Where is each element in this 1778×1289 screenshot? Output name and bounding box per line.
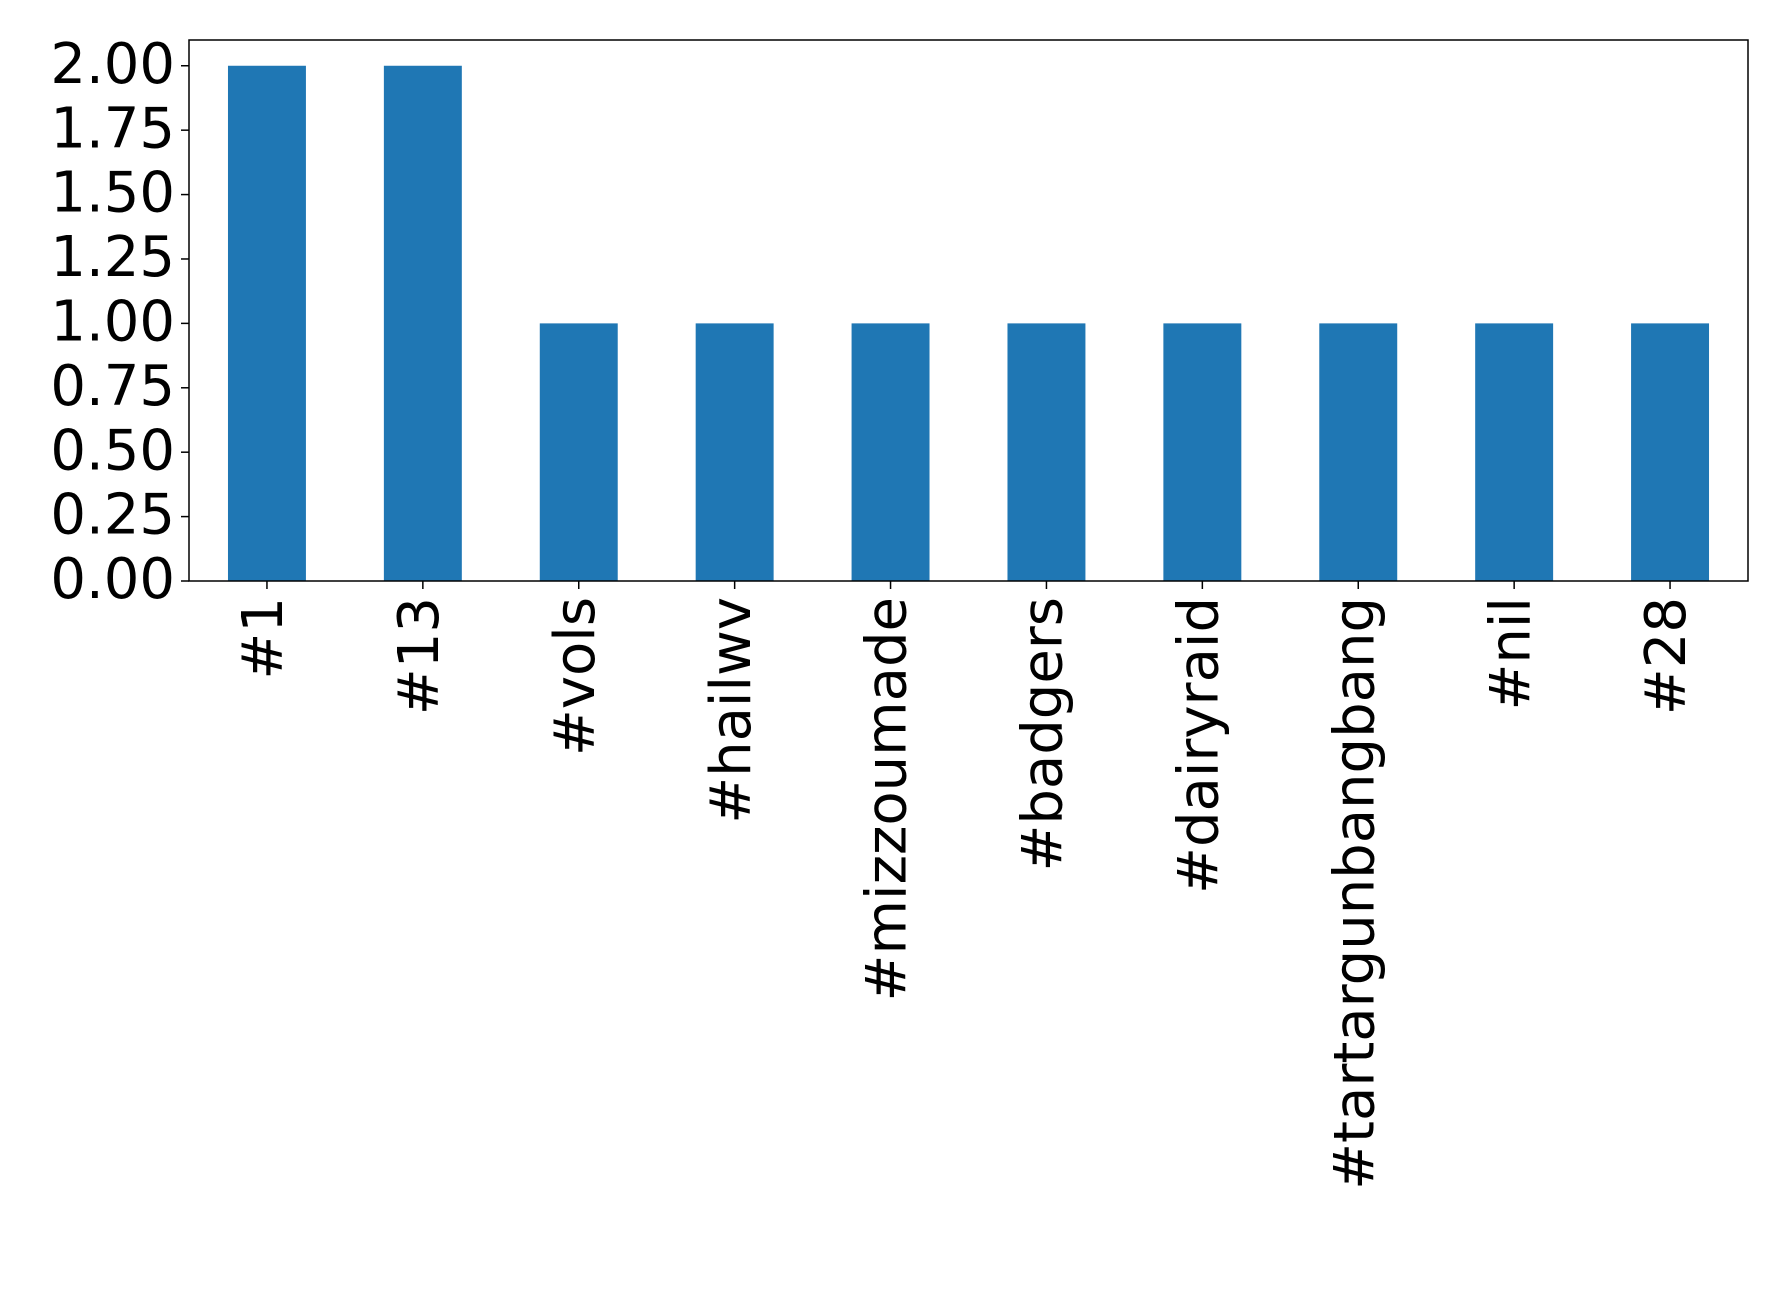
x-tick-label: #28 <box>1634 597 1699 715</box>
x-tick-label: #badgers <box>1011 597 1076 872</box>
x-tick-label: #1 <box>231 597 296 680</box>
y-tick-label: 0.50 <box>50 418 175 483</box>
x-tick-label: #hailwv <box>699 597 764 824</box>
bar <box>1007 323 1086 581</box>
x-tick-label: #dairyraid <box>1166 597 1231 894</box>
bar <box>227 65 306 581</box>
y-tick-label: 1.75 <box>50 96 175 161</box>
bar <box>1163 323 1242 581</box>
plot-frame <box>188 39 1749 582</box>
bar <box>1319 323 1398 581</box>
bar <box>851 323 930 581</box>
y-tick-label: 0.00 <box>50 547 175 612</box>
bar <box>695 323 774 581</box>
y-tick-label: 0.75 <box>50 354 175 419</box>
x-tick-label: #vols <box>543 597 608 756</box>
y-tick-label: 0.25 <box>50 483 175 548</box>
bar <box>539 323 618 581</box>
bar <box>383 65 462 581</box>
y-tick-label: 1.25 <box>50 225 175 290</box>
x-tick-label: #mizzoumade <box>855 597 920 1001</box>
x-tick-label: #nil <box>1478 597 1543 711</box>
x-tick-label: #13 <box>387 597 452 715</box>
y-tick-label: 2.00 <box>50 32 175 97</box>
bar <box>1475 323 1554 581</box>
y-tick-label: 1.00 <box>50 290 175 355</box>
bar <box>1631 323 1710 581</box>
y-tick-label: 1.50 <box>50 161 175 226</box>
x-tick-label: #tartargunbangbang <box>1322 597 1387 1190</box>
